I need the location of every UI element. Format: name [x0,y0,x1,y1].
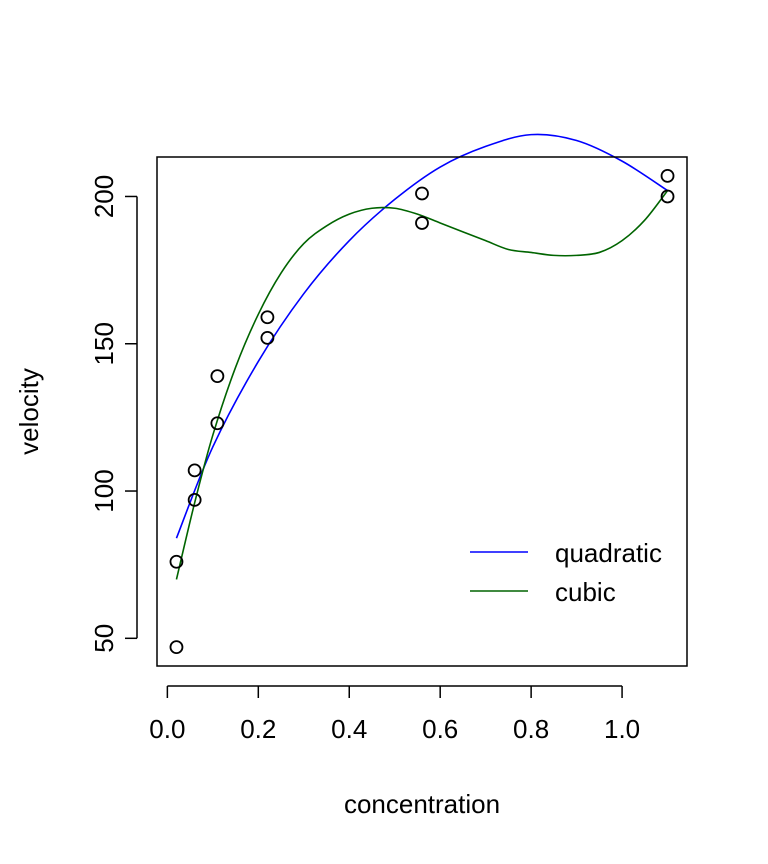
y-tick-label: 100 [89,469,119,512]
data-point [260,330,275,345]
legend-label-cubic: cubic [555,577,616,607]
x-tick-label: 1.0 [604,714,640,744]
data-point [187,492,202,507]
data-point [210,416,225,431]
x-axis-label: concentration [344,789,500,819]
x-tick-label: 0.8 [513,714,549,744]
data-point [169,554,184,569]
x-tick-label: 0.6 [422,714,458,744]
x-tick-label: 0.2 [240,714,276,744]
y-tick-label: 150 [89,322,119,365]
y-tick-label: 50 [89,624,119,653]
legend-label-quadratic: quadratic [555,538,662,568]
data-point [415,186,429,201]
x-axis: 0.0 0.2 0.4 0.6 0.8 1.0 [149,685,640,744]
series-line-cubic [175,190,669,580]
y-axis: 50 100 150 200 [89,175,138,653]
y-tick-label: 200 [89,175,119,218]
x-tick-label: 0.0 [149,714,185,744]
legend: quadratic cubic [470,538,662,607]
x-tick-label: 0.4 [331,714,367,744]
y-axis-label: velocity [14,368,44,455]
series-line-quadratic [175,133,668,539]
data-point [169,640,184,655]
series-lines [175,133,669,580]
data-point [260,310,275,325]
data-point [660,189,675,204]
plot-frame [156,156,688,667]
data-point [187,463,202,478]
data-point [660,168,675,183]
data-point [210,369,225,384]
data-point [415,216,429,230]
data-points [169,168,675,655]
